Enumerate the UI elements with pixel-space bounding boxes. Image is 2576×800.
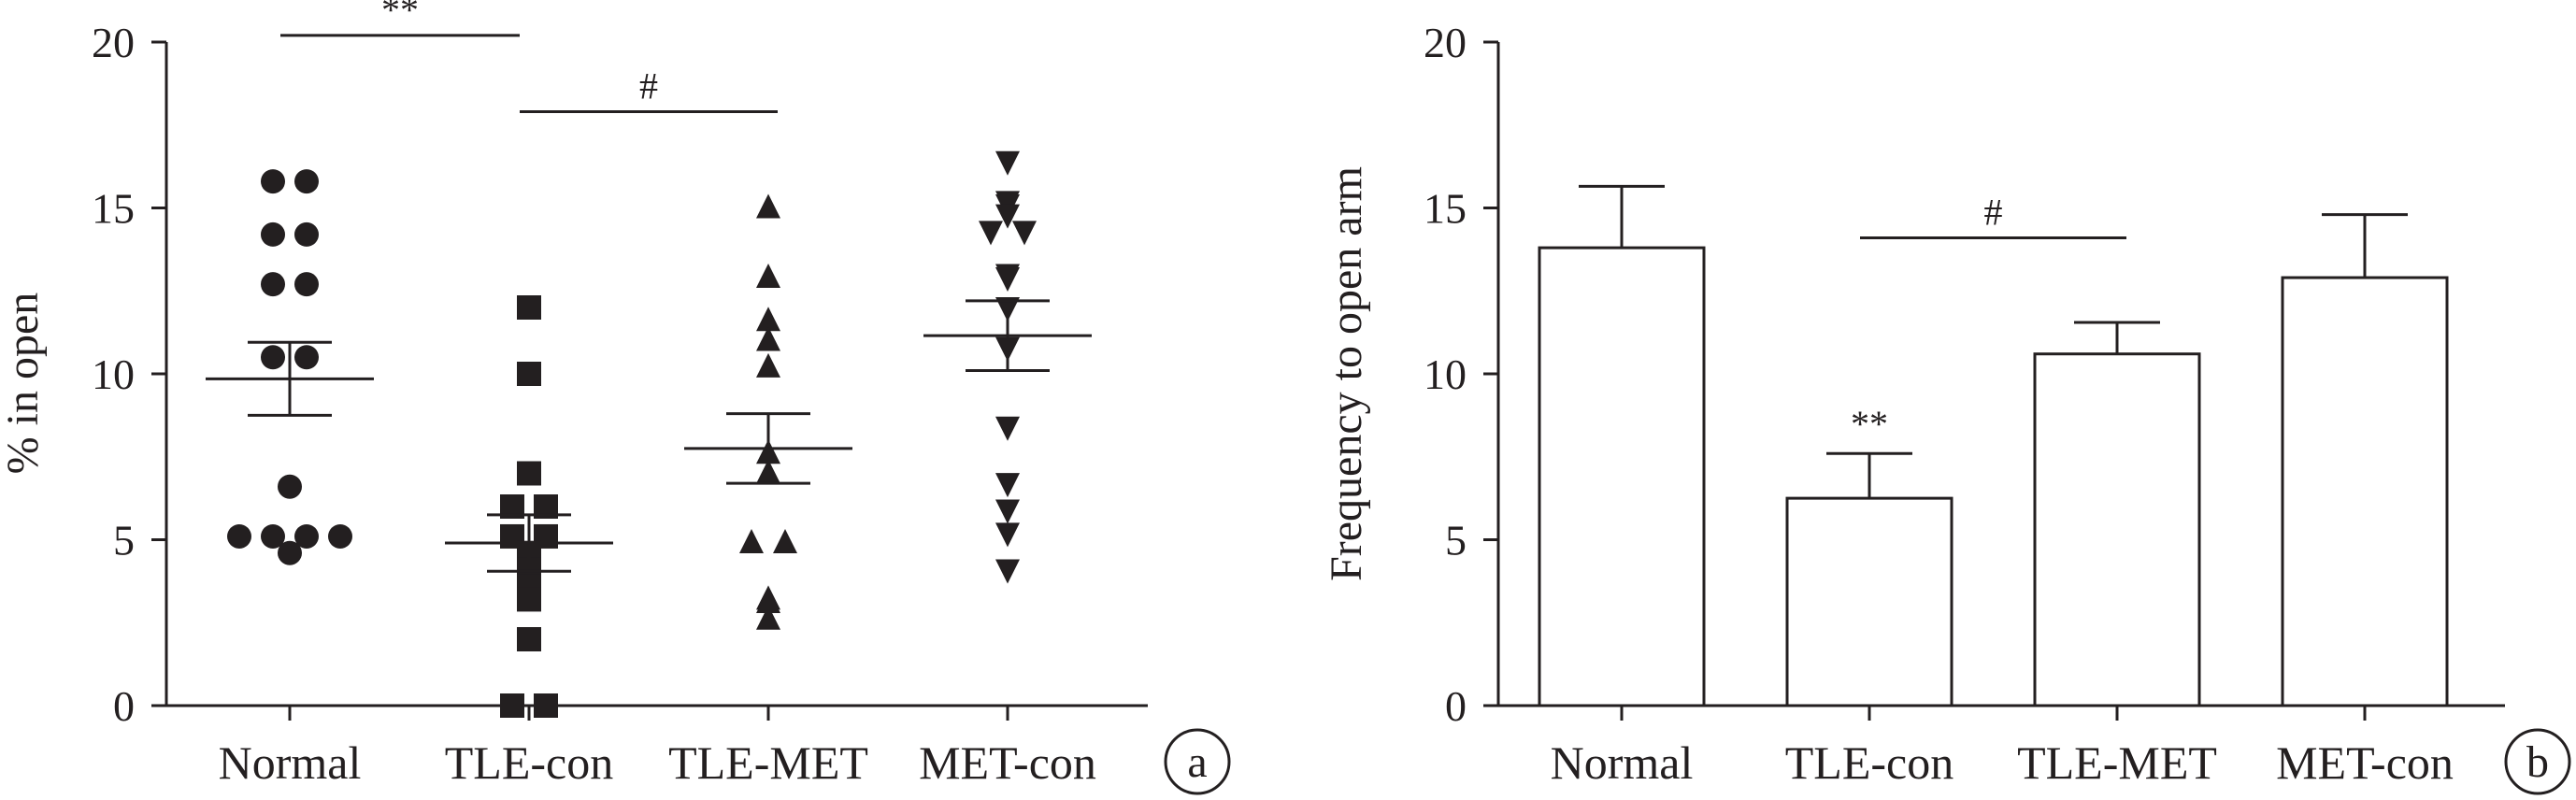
y-tick-label: 10 bbox=[92, 350, 135, 398]
x-category-label: MET-con bbox=[919, 736, 1096, 789]
panel-letter: a bbox=[1187, 737, 1207, 787]
panel-b-bar-chart: 0 5 10 15 20 Frequency to open arm Normal TLE-c… bbox=[1322, 19, 2571, 795]
data-point-triangle-up bbox=[756, 326, 780, 351]
data-point-circle bbox=[278, 474, 302, 499]
y-tick-label: 20 bbox=[92, 19, 135, 66]
data-point-triangle-up bbox=[756, 588, 780, 613]
y-tick-label: 15 bbox=[1424, 185, 1467, 233]
data-point-circle bbox=[278, 540, 302, 565]
panel-letter-circle bbox=[1164, 728, 1231, 795]
panel-a-scatter-plot: 0 5 10 15 20 % in open Normal TLE-con TLE-MET MET… bbox=[0, 0, 1231, 795]
x-category-label: TLE-MET bbox=[2017, 736, 2217, 789]
data-point-triangle-up bbox=[756, 307, 780, 332]
data-point-triangle-down bbox=[995, 416, 1020, 441]
data-point-circle bbox=[261, 169, 285, 194]
data-point-triangle-down bbox=[995, 473, 1020, 498]
data-point-circle bbox=[328, 523, 352, 549]
data-point-triangle-up bbox=[756, 352, 780, 378]
data-point-circle bbox=[294, 345, 319, 370]
data-point-circle bbox=[294, 169, 319, 194]
data-point-circle bbox=[294, 523, 319, 549]
data-point-circle bbox=[294, 272, 319, 297]
data-point-circle bbox=[261, 523, 285, 549]
y-tick-label: 5 bbox=[113, 517, 135, 564]
data-point-triangle-down bbox=[995, 522, 1020, 548]
data-point-triangle-down bbox=[995, 150, 1020, 176]
bar bbox=[2033, 352, 2201, 707]
y-tick-label: 10 bbox=[1424, 350, 1467, 398]
data-point-triangle-down bbox=[995, 204, 1020, 229]
significance-label: # bbox=[639, 65, 658, 107]
y-axis-title: Frequency to open arm bbox=[1322, 166, 1371, 581]
data-point-triangle-down bbox=[1012, 221, 1037, 246]
y-tick-label: 5 bbox=[1445, 517, 1467, 564]
x-category-label: Normal bbox=[1551, 736, 1694, 789]
x-category-label: MET-con bbox=[2276, 736, 2454, 789]
y-axis-title: % in open bbox=[0, 293, 48, 475]
bar bbox=[1538, 246, 1706, 707]
data-point-square bbox=[517, 362, 541, 386]
data-point-triangle-down bbox=[995, 499, 1020, 524]
x-category-label: TLE-MET bbox=[668, 736, 868, 789]
data-point-square bbox=[517, 295, 541, 320]
significance-label: # bbox=[1984, 191, 2003, 233]
significance-label: ** bbox=[381, 0, 419, 31]
data-point-triangle-up bbox=[756, 264, 780, 289]
x-category-label: TLE-con bbox=[445, 736, 613, 789]
y-tick-label: 0 bbox=[1445, 682, 1467, 730]
bar bbox=[1785, 496, 1953, 707]
data-point-circle bbox=[261, 272, 285, 297]
panel-letter: b bbox=[2526, 737, 2549, 787]
data-point-square bbox=[500, 693, 524, 718]
data-point-triangle-down bbox=[995, 559, 1020, 584]
data-point-triangle-down bbox=[995, 267, 1020, 293]
data-point-circle bbox=[227, 523, 251, 549]
x-category-label: Normal bbox=[219, 736, 362, 789]
y-tick-label: 20 bbox=[1424, 19, 1467, 66]
data-point-square bbox=[517, 587, 541, 612]
y-tick-label: 0 bbox=[113, 682, 135, 730]
significance-label: ** bbox=[1851, 403, 1888, 445]
data-point-circle bbox=[294, 221, 319, 247]
y-tick-label: 15 bbox=[92, 185, 135, 233]
data-point-circle bbox=[261, 345, 285, 370]
data-point-square bbox=[517, 461, 541, 486]
data-point-triangle-up bbox=[739, 529, 764, 554]
data-point-triangle-up bbox=[756, 605, 780, 630]
data-point-triangle-down bbox=[979, 221, 1003, 246]
data-point-square bbox=[517, 627, 541, 651]
panel-letter-circle bbox=[2504, 728, 2571, 795]
data-point-circle bbox=[261, 221, 285, 247]
data-point-square bbox=[534, 693, 558, 718]
bar bbox=[2281, 276, 2449, 707]
data-point-triangle-up bbox=[773, 529, 797, 554]
data-point-triangle-up bbox=[756, 193, 780, 219]
x-category-label: TLE-con bbox=[1785, 736, 1953, 789]
